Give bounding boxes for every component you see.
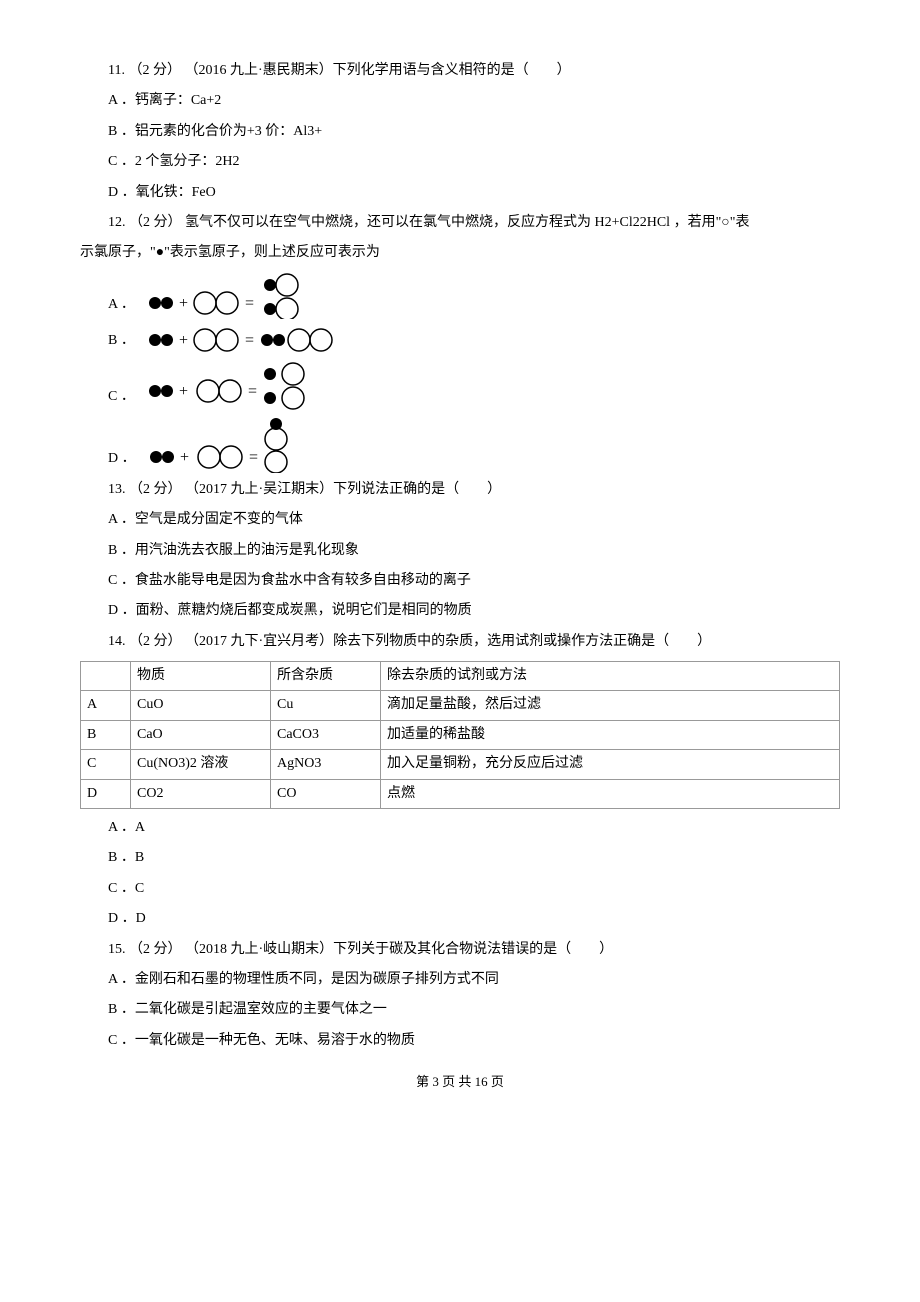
- svg-text:+: +: [179, 295, 188, 312]
- q12-diagram-a: + =: [145, 273, 325, 319]
- q12-option-d-row: D ． + =: [80, 417, 840, 473]
- q12-diagram-b: + =: [145, 325, 345, 355]
- svg-text:=: =: [249, 449, 258, 466]
- q11-option-b: B ．铝元素的化合价为+3 价：Al3+: [80, 121, 840, 143]
- q15-stem: 15. （2 分） （2018 九上·岐山期末）下列关于碳及其化合物说法错误的是…: [80, 939, 840, 961]
- svg-text:=: =: [245, 295, 254, 312]
- th-3: 除去杂质的试剂或方法: [381, 662, 840, 691]
- q15-option-c: C ．一氧化碳是一种无色、无味、易溶于水的物质: [80, 1030, 840, 1052]
- svg-text:=: =: [248, 383, 257, 400]
- cell: Cu: [271, 691, 381, 720]
- q12-option-a-row: A ． + =: [80, 273, 840, 319]
- svg-text:+: +: [180, 449, 189, 466]
- q12-option-a-label: A ．: [108, 294, 135, 318]
- q13-option-c: C ．食盐水能导电是因为食盐水中含有较多自由移动的离子: [80, 570, 840, 592]
- cell: CaO: [131, 720, 271, 749]
- q11-option-a: A ．钙离子：Ca+2: [80, 90, 840, 112]
- q13-stem: 13. （2 分） （2017 九上·吴江期末）下列说法正确的是（ ）: [80, 479, 840, 501]
- q11-stem: 11. （2 分） （2016 九上·惠民期末）下列化学用语与含义相符的是（ ）: [80, 60, 840, 82]
- q13-option-d: D ．面粉、蔗糖灼烧后都变成炭黑，说明它们是相同的物质: [80, 600, 840, 622]
- cell: CO: [271, 779, 381, 808]
- q12-option-c-label: C ．: [108, 386, 135, 410]
- q13-option-b: B ．用汽油洗去衣服上的油污是乳化现象: [80, 540, 840, 562]
- q11-option-c: C ．2 个氢分子：2H2: [80, 151, 840, 173]
- q12-stem-line1: 12. （2 分） 氢气不仅可以在空气中燃烧，还可以在氯气中燃烧，反应方程式为 …: [80, 212, 840, 234]
- q14-option-a: A ．A: [80, 817, 840, 839]
- q12-option-c-row: C ． + =: [80, 361, 840, 411]
- cell: CO2: [131, 779, 271, 808]
- svg-text:+: +: [179, 332, 188, 349]
- q11-option-d: D ．氧化铁：FeO: [80, 182, 840, 204]
- cell: 加适量的稀盐酸: [381, 720, 840, 749]
- q15-option-a: A ．金刚石和石墨的物理性质不同，是因为碳原子排列方式不同: [80, 969, 840, 991]
- cell: A: [81, 691, 131, 720]
- cell: C: [81, 750, 131, 779]
- page-footer: 第 3 页 共 16 页: [80, 1072, 840, 1093]
- cell: B: [81, 720, 131, 749]
- q12-option-b-label: B ．: [108, 330, 135, 354]
- cell: D: [81, 779, 131, 808]
- table-row: D CO2 CO 点燃: [81, 779, 840, 808]
- q15-option-b: B ．二氧化碳是引起温室效应的主要气体之一: [80, 999, 840, 1021]
- svg-text:+: +: [179, 383, 188, 400]
- q14-option-b: B ．B: [80, 847, 840, 869]
- q14-option-c: C ．C: [80, 878, 840, 900]
- q14-table: 物质 所含杂质 除去杂质的试剂或方法 A CuO Cu 滴加足量盐酸，然后过滤 …: [80, 661, 840, 809]
- q12-diagram-d: + =: [146, 417, 316, 473]
- table-header-row: 物质 所含杂质 除去杂质的试剂或方法: [81, 662, 840, 691]
- cell: AgNO3: [271, 750, 381, 779]
- cell: 滴加足量盐酸，然后过滤: [381, 691, 840, 720]
- cell: 加入足量铜粉，充分反应后过滤: [381, 750, 840, 779]
- q14-option-d: D ．D: [80, 908, 840, 930]
- q13-option-a: A ．空气是成分固定不变的气体: [80, 509, 840, 531]
- cell: CaCO3: [271, 720, 381, 749]
- table-row: B CaO CaCO3 加适量的稀盐酸: [81, 720, 840, 749]
- table-row: A CuO Cu 滴加足量盐酸，然后过滤: [81, 691, 840, 720]
- th-2: 所含杂质: [271, 662, 381, 691]
- table-row: C Cu(NO3)2 溶液 AgNO3 加入足量铜粉，充分反应后过滤: [81, 750, 840, 779]
- cell: CuO: [131, 691, 271, 720]
- q12-option-b-row: B ． + =: [80, 325, 840, 355]
- q12-diagram-c: + =: [145, 361, 325, 411]
- q14-stem: 14. （2 分） （2017 九下·宜兴月考）除去下列物质中的杂质，选用试剂或…: [80, 631, 840, 653]
- cell: Cu(NO3)2 溶液: [131, 750, 271, 779]
- th-0: [81, 662, 131, 691]
- q12-stem-line2: 示氯原子，"●"表示氢原子，则上述反应可表示为: [80, 242, 840, 264]
- th-1: 物质: [131, 662, 271, 691]
- q12-option-d-label: D ．: [108, 448, 136, 472]
- svg-text:=: =: [245, 332, 254, 349]
- cell: 点燃: [381, 779, 840, 808]
